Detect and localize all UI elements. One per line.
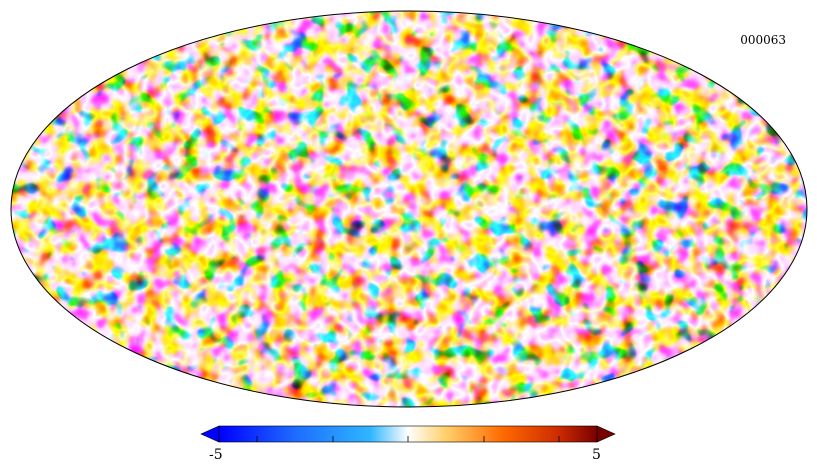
- colorbar-max-label: 5: [592, 447, 601, 463]
- cmb-field: [11, 11, 807, 407]
- colorbar-min-arrow: [200, 425, 220, 443]
- colorbar-min-label: -5: [209, 447, 223, 463]
- map-id-label: 000063: [740, 33, 786, 47]
- map-boundary: [10, 10, 808, 408]
- colorbar-ticks: [218, 436, 598, 442]
- colorbar: [200, 425, 616, 443]
- colorbar-max-arrow: [596, 425, 616, 443]
